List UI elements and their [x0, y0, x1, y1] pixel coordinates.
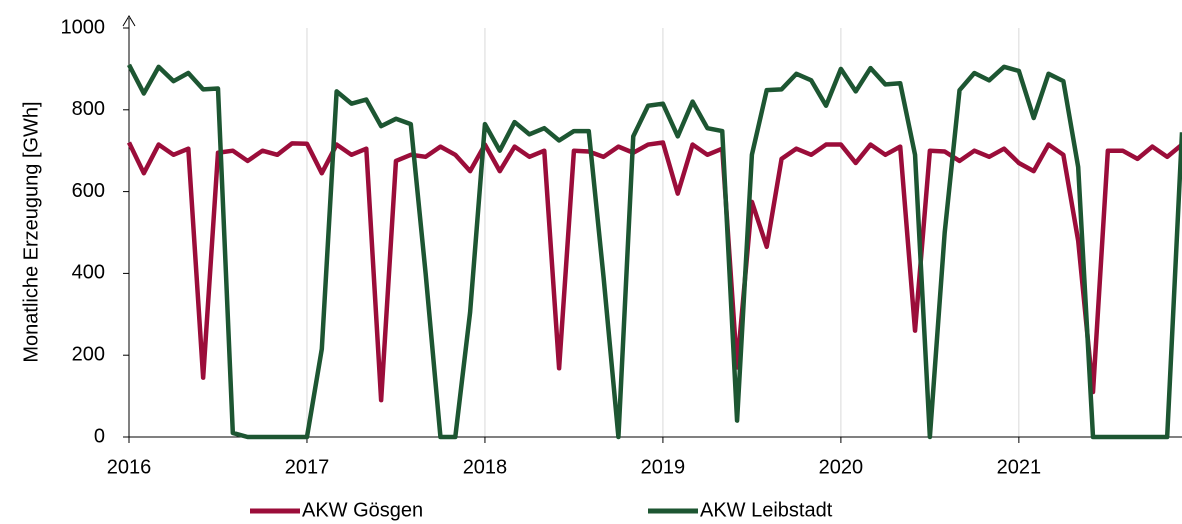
- y-axis-label: Monatliche Erzeugung [GWh]: [20, 101, 42, 362]
- y-tick-label: 200: [72, 343, 105, 365]
- y-tick-label: 1000: [61, 16, 106, 38]
- y-tick-label: 800: [72, 98, 105, 120]
- y-tick-label: 0: [94, 425, 105, 447]
- x-tick-label: 2016: [107, 456, 152, 478]
- legend-label: AKW Leibstadt: [700, 499, 833, 521]
- y-tick-label: 400: [72, 262, 105, 284]
- series-line: [126, 140, 1182, 403]
- legend-label: AKW Gösgen: [302, 499, 423, 521]
- x-tick-label: 2020: [819, 456, 864, 478]
- x-tick-label: 2018: [463, 456, 508, 478]
- x-tick-label: 2021: [997, 456, 1042, 478]
- y-tick-label: 600: [72, 180, 105, 202]
- y-axis-arrow: [122, 15, 136, 27]
- x-tick-label: 2017: [285, 456, 330, 478]
- x-tick-label: 2019: [641, 456, 686, 478]
- series-line: [127, 63, 1182, 440]
